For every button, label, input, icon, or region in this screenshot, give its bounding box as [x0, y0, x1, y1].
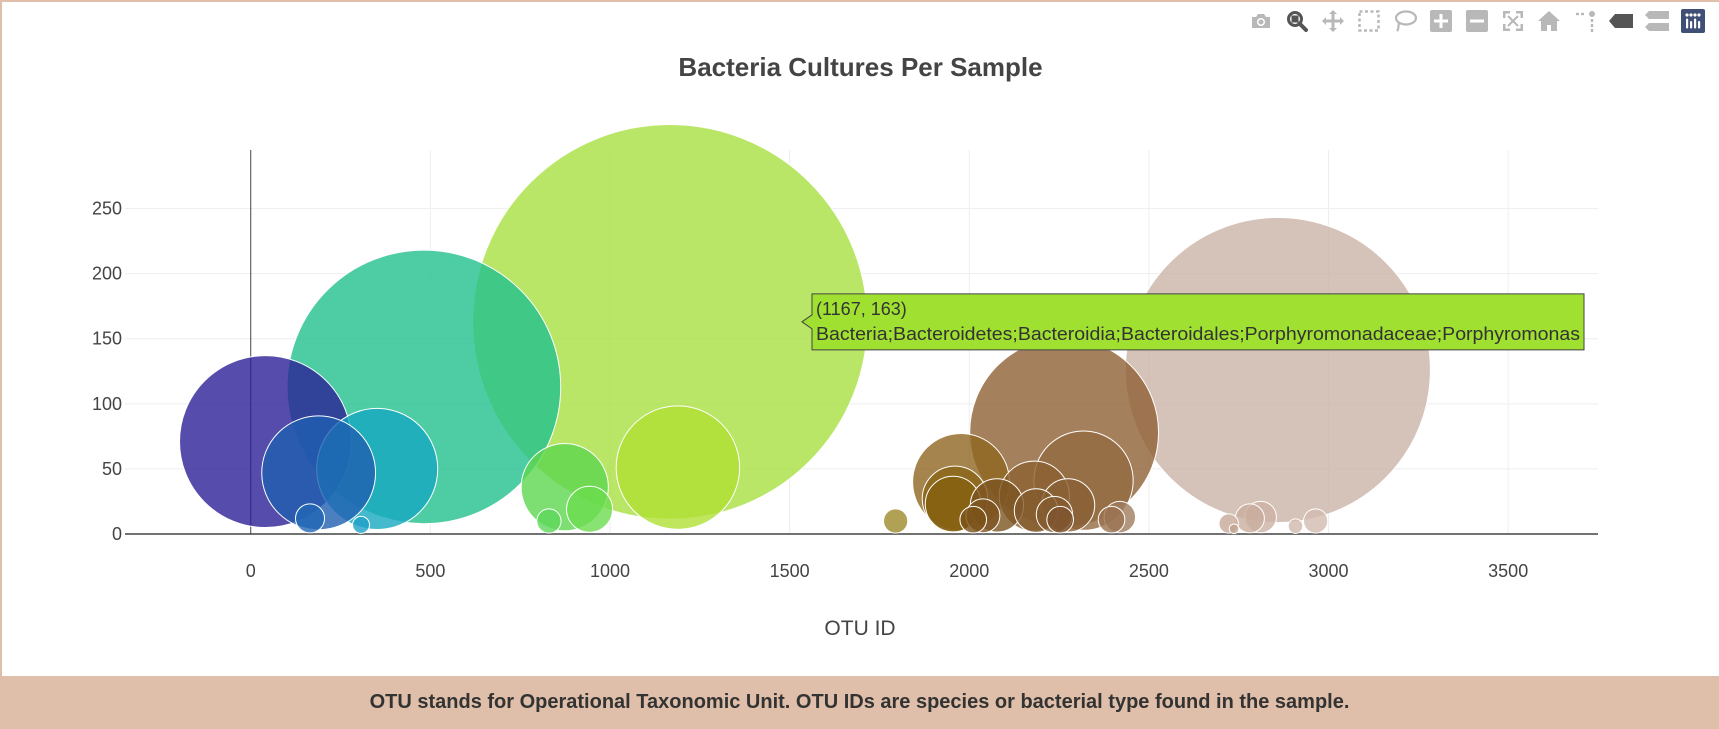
camera-icon[interactable]	[1243, 8, 1279, 34]
plot-card: Bacteria Cultures Per Sample 0 500 1000 150…	[2, 2, 1719, 676]
tooltip-box	[801, 293, 1585, 351]
x-axis-label: OTU ID	[824, 617, 895, 640]
tooltip-coords: (1167, 163)	[816, 299, 907, 319]
modebar	[1243, 8, 1711, 34]
bubble-point[interactable]	[1124, 216, 1431, 524]
bubble-chart[interactable]: 0 500 1000 1500 2000 2500 3000 3500 0 50 100 150 200…	[2, 2, 1719, 676]
bubble-point[interactable]	[566, 485, 614, 533]
zoom-out-icon[interactable]	[1459, 8, 1495, 34]
plotly-logo-icon[interactable]	[1675, 8, 1711, 34]
y-tick-label: 250	[92, 199, 122, 219]
bubble-point[interactable]	[352, 515, 371, 534]
bubble-point[interactable]	[1303, 508, 1329, 534]
x-tick-label: 3500	[1488, 561, 1528, 581]
hover-tooltip: (1167, 163) Bacteria;Bacteroidetes;Bacter…	[801, 293, 1585, 351]
y-tick-label: 50	[102, 459, 122, 479]
bubble-point[interactable]	[1097, 505, 1126, 534]
box-select-icon[interactable]	[1351, 8, 1387, 34]
bubble-point[interactable]	[959, 505, 988, 534]
x-tick-label: 0	[246, 561, 256, 581]
zoom-icon[interactable]	[1279, 8, 1315, 34]
bubble-point[interactable]	[883, 508, 909, 534]
reset-axes-icon[interactable]	[1531, 8, 1567, 34]
x-tick-label: 1000	[590, 561, 630, 581]
x-tick-label: 1500	[770, 561, 810, 581]
hover-compare-icon[interactable]	[1639, 8, 1675, 34]
footer-note: OTU stands for Operational Taxonomic Uni…	[369, 691, 1350, 713]
x-tick-label: 2000	[949, 561, 989, 581]
zoom-in-icon[interactable]	[1423, 8, 1459, 34]
hover-closest-icon[interactable]	[1603, 8, 1639, 34]
x-tick-label: 500	[415, 561, 445, 581]
bubble-point[interactable]	[1228, 523, 1240, 535]
bubble-point[interactable]	[536, 508, 562, 534]
autoscale-icon[interactable]	[1495, 8, 1531, 34]
y-tick-label: 150	[92, 329, 122, 349]
spike-lines-icon[interactable]	[1567, 8, 1603, 34]
pan-icon[interactable]	[1315, 8, 1351, 34]
chart-title: Bacteria Cultures Per Sample	[678, 52, 1043, 82]
bubble-point[interactable]	[1287, 518, 1304, 534]
bubble-point[interactable]	[1234, 503, 1265, 534]
y-tick-label: 100	[92, 394, 122, 414]
y-tick-label: 0	[112, 524, 122, 544]
lasso-icon[interactable]	[1387, 8, 1423, 34]
bubble-point[interactable]	[615, 405, 741, 530]
x-tick-label: 3000	[1309, 561, 1349, 581]
bubble-point[interactable]	[294, 503, 326, 534]
bubble-point[interactable]	[1046, 505, 1074, 534]
y-tick-label: 200	[92, 264, 122, 284]
x-tick-label: 2500	[1129, 561, 1169, 581]
tooltip-taxonomy: Bacteria;Bacteroidetes;Bacteroidia;Bacte…	[816, 324, 1580, 344]
